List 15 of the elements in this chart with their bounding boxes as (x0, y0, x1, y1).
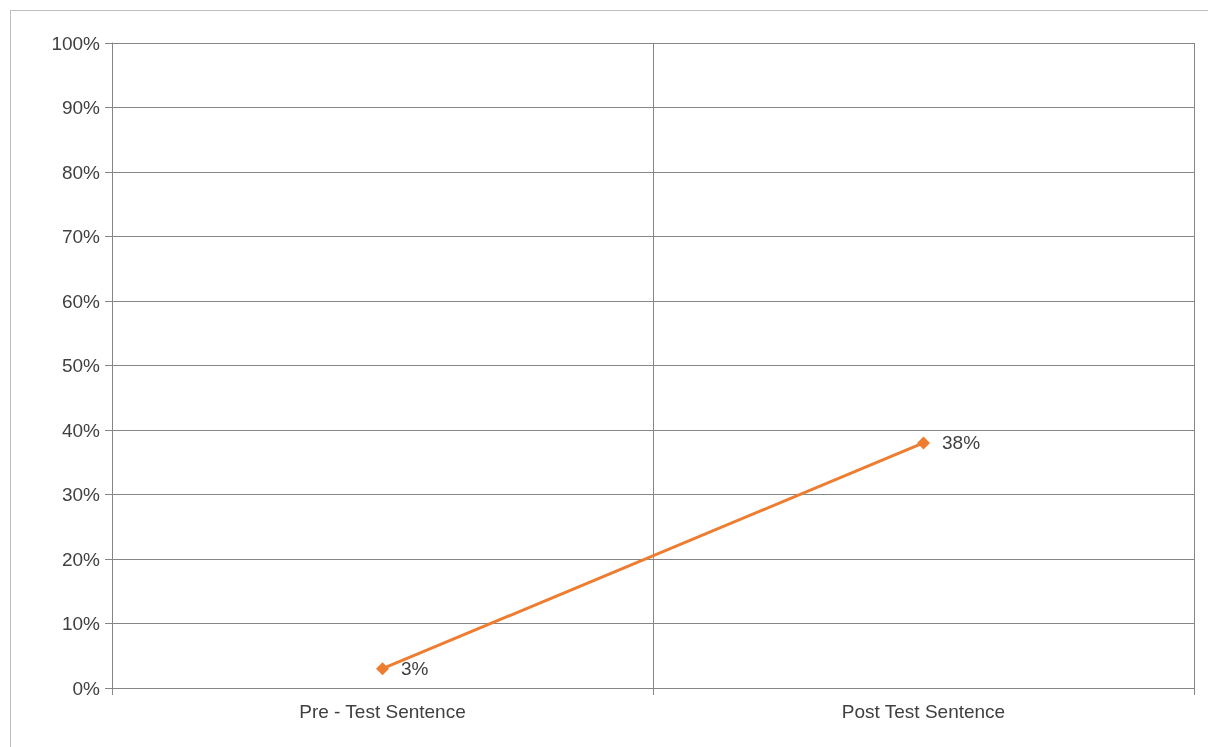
y-tick-label: 70% (61, 226, 101, 247)
y-tick-label: 0% (72, 677, 101, 699)
y-tick-label: 50% (61, 355, 101, 376)
y-tick-label: 10% (61, 613, 101, 634)
y-tick-label: 30% (61, 484, 101, 505)
y-tick-label: 100% (51, 32, 101, 54)
data-label: 3% (401, 658, 429, 680)
y-tick-label: 20% (61, 548, 101, 570)
x-tick-label: Post Test Sentence (841, 701, 1006, 722)
y-tick-label: 60% (61, 290, 101, 312)
y-tick-label: 40% (61, 419, 101, 441)
x-tick-label: Pre - Test Sentence (299, 701, 466, 722)
y-tick-label: 90% (61, 97, 101, 118)
y-tick-label: 80% (61, 161, 101, 183)
data-label: 38% (942, 432, 981, 454)
